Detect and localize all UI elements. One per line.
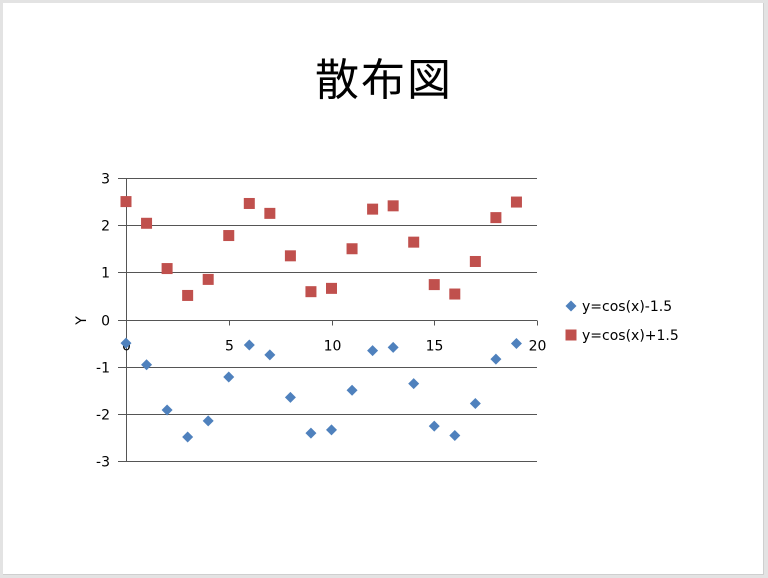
data-point [346,243,358,255]
data-point [223,371,235,383]
data-point [326,282,337,294]
data-point [120,337,132,349]
data-point [305,427,317,439]
data-point [449,288,461,300]
y-tick-label: 1 [101,266,110,282]
square-marker-icon [565,329,577,341]
series-diamond [120,337,522,443]
data-point [428,420,440,432]
data-point [305,286,317,298]
data-point [161,404,173,416]
data-point [182,431,194,443]
data-point [264,349,276,361]
y-tick-label: 3 [101,172,110,188]
data-point [161,263,173,275]
data-point [449,430,461,442]
data-point [182,289,194,301]
x-tick-label: 5 [225,339,234,355]
gridlines [118,178,537,462]
x-tick-label: 20 [529,339,547,355]
legend: y=cos(x)-1.5 y=cos(x)+1.5 [565,299,679,344]
data-point [223,230,235,242]
y-axis-label: Y [74,316,90,326]
data-point [243,197,255,209]
slide [3,3,764,575]
data-point [510,196,522,208]
chart-title: 散布図 [315,55,453,106]
series-square [120,196,522,301]
data-point [469,397,481,409]
legend-item: y=cos(x)-1.5 [565,299,672,315]
data-point [387,341,399,353]
data-point [264,207,276,219]
legend-item: y=cos(x)+1.5 [565,328,679,344]
x-tick-label: 15 [426,339,444,355]
data-point [284,250,296,262]
data-point [202,273,214,285]
y-tick-label: -1 [96,361,110,377]
legend-label: y=cos(x)-1.5 [582,299,672,315]
data-point [284,391,296,403]
x-tick-label: 10 [324,339,342,355]
y-tick-label: 2 [101,219,110,235]
data-point [387,200,399,212]
y-tick-label: -2 [96,408,110,424]
data-points [120,196,522,443]
data-point [490,353,502,365]
legend-label: y=cos(x)+1.5 [582,328,679,344]
data-point [202,415,214,427]
data-point [490,212,502,224]
data-point [367,203,379,215]
y-tick-label: -3 [96,455,110,471]
data-point [141,359,153,371]
data-point [469,255,481,267]
data-point [120,196,132,208]
data-point [367,345,379,357]
data-point [326,424,337,436]
data-point [428,279,440,291]
data-point [408,378,420,390]
data-point [243,339,255,351]
diamond-marker-icon [565,300,577,312]
data-point [141,217,153,229]
data-point [510,338,522,350]
data-point [408,236,420,248]
y-tick-label: 0 [101,314,110,330]
data-point [346,384,358,396]
